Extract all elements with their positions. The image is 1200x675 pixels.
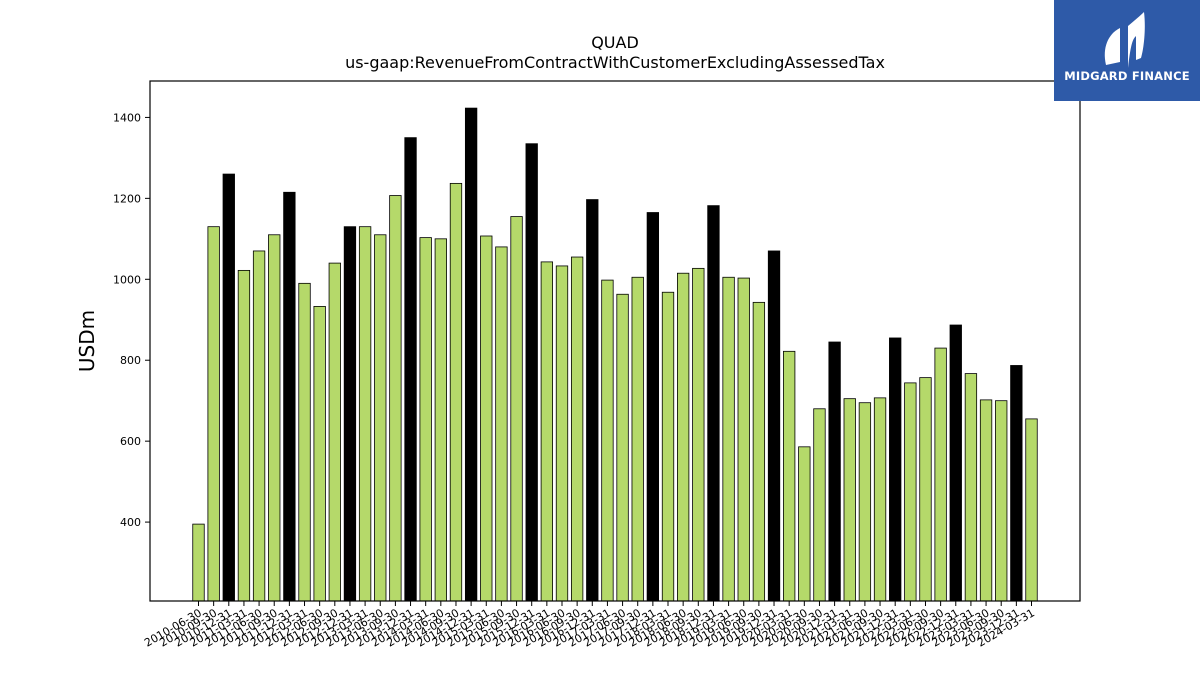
bar-2017-12-31 (646, 212, 660, 602)
bar-2012-06-30 (313, 305, 326, 602)
midgard-finance-logo: MIDGARD FINANCE (1054, 0, 1200, 101)
bar-2016-06-30 (555, 265, 569, 602)
chart-subtitle: us-gaap:RevenueFromContractWithCustomerE… (345, 53, 885, 72)
bar-2021-06-30 (858, 402, 872, 602)
bar-2019-03-31 (722, 276, 735, 602)
bar-2017-09-30 (631, 276, 644, 602)
bar-2014-09-30 (449, 182, 463, 602)
bar-2024-03-31 (1025, 418, 1038, 602)
bar-2015-06-30 (495, 246, 508, 602)
bar-2011-03-31 (237, 269, 251, 602)
bar-2021-12-31 (889, 337, 902, 602)
y-tick-label: 400 (120, 516, 141, 529)
bar-2019-06-30 (737, 277, 750, 602)
bar-2023-09-30 (995, 400, 1008, 602)
y-axis-label: USDm (75, 310, 99, 372)
bar-2023-03-31 (964, 373, 978, 602)
bar-2020-12-31 (828, 341, 841, 602)
logo-text: MIDGARD FINANCE (1064, 69, 1190, 83)
bar-2020-03-31 (783, 350, 796, 602)
bar-2013-09-30 (389, 195, 402, 602)
chart-title: QUAD (591, 33, 639, 52)
bar-2020-09-30 (813, 408, 826, 602)
bar-2014-03-31 (419, 237, 432, 602)
bar-2015-09-30 (510, 216, 523, 602)
bar-2011-12-31 (283, 191, 296, 602)
bar-2013-03-31 (358, 226, 372, 602)
bar-2011-09-30 (268, 234, 281, 602)
bar-2018-06-30 (677, 272, 690, 602)
bar-2019-12-31 (767, 250, 781, 602)
bar-2014-12-31 (464, 107, 478, 602)
bar-2023-12-31 (1010, 365, 1023, 602)
bar-2015-12-31 (525, 143, 538, 602)
bars-group (192, 107, 1038, 602)
bar-2015-03-31 (480, 235, 493, 602)
bar-2012-09-30 (328, 262, 341, 602)
bar-2022-06-30 (919, 377, 932, 602)
bar-2010-06-30 (192, 523, 205, 602)
bar-2021-09-30 (873, 397, 887, 602)
bar-2014-06-30 (434, 238, 447, 602)
bar-2019-09-30 (752, 301, 766, 602)
bar-2013-06-30 (374, 234, 387, 602)
bar-2010-12-31 (222, 173, 235, 602)
bar-2018-12-31 (707, 205, 720, 602)
bar-2010-09-30 (207, 226, 220, 602)
x-axis: 2010-06-302010-09-302010-12-312011-03-31… (142, 601, 1037, 650)
bar-2012-12-31 (343, 226, 357, 602)
bar-2018-09-30 (692, 267, 705, 602)
bar-2018-03-31 (661, 291, 675, 602)
y-axis: 400 600 800 1000 1200 1400 (113, 111, 150, 529)
bar-2016-03-31 (540, 261, 553, 602)
y-tick-label: 800 (120, 354, 141, 367)
y-tick-label: 1000 (113, 273, 141, 286)
bar-2021-03-31 (843, 398, 856, 602)
bar-2022-12-31 (949, 324, 962, 602)
bar-2022-09-30 (934, 347, 947, 602)
midgard-logo-icon (1104, 12, 1145, 68)
bar-2012-03-31 (298, 282, 311, 602)
bar-2016-12-31 (586, 199, 599, 602)
bar-2017-06-30 (616, 293, 629, 602)
y-tick-label: 600 (120, 435, 141, 448)
bar-2022-03-31 (904, 382, 917, 602)
bar-2016-09-30 (570, 256, 584, 602)
y-tick-label: 1400 (113, 111, 141, 124)
bar-2011-06-30 (252, 250, 266, 602)
bar-2020-06-30 (798, 446, 811, 602)
bar-2023-06-30 (979, 399, 993, 602)
bar-2013-12-31 (404, 137, 417, 602)
y-tick-label: 1200 (113, 192, 141, 205)
bar-2017-03-31 (601, 279, 614, 602)
plot-frame (149, 80, 1081, 602)
